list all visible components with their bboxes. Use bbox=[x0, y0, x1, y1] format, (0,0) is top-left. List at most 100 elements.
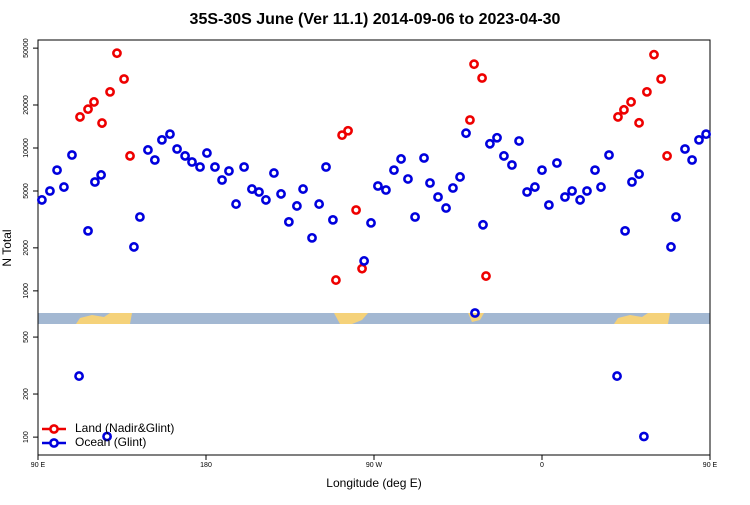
point bbox=[195, 162, 205, 172]
point bbox=[389, 165, 399, 176]
point bbox=[687, 155, 697, 165]
point bbox=[314, 199, 325, 209]
point bbox=[37, 195, 47, 205]
point bbox=[381, 185, 391, 195]
point bbox=[419, 153, 429, 163]
point bbox=[514, 136, 524, 146]
point bbox=[544, 200, 554, 210]
point bbox=[425, 178, 435, 188]
point bbox=[701, 129, 711, 140]
point bbox=[359, 256, 370, 266]
point bbox=[671, 212, 681, 222]
y-tick-label: 50000 bbox=[23, 38, 30, 58]
point bbox=[537, 165, 547, 176]
point bbox=[239, 162, 249, 172]
point bbox=[67, 150, 77, 160]
point bbox=[97, 118, 107, 128]
point bbox=[590, 165, 600, 176]
y-axis-label: N Total bbox=[0, 229, 14, 266]
point bbox=[298, 184, 308, 194]
x-tick-label: 90 E bbox=[31, 462, 46, 469]
x-tick-label: 0 bbox=[540, 462, 544, 469]
point bbox=[582, 186, 592, 196]
point bbox=[119, 74, 129, 84]
point bbox=[165, 129, 175, 140]
point bbox=[337, 130, 347, 141]
point bbox=[499, 151, 509, 161]
point bbox=[552, 158, 562, 168]
point bbox=[135, 212, 145, 222]
y-tick-label: 200 bbox=[23, 388, 30, 400]
point bbox=[172, 144, 182, 154]
point bbox=[477, 73, 487, 83]
point bbox=[343, 125, 353, 136]
land-shape bbox=[76, 313, 132, 324]
point bbox=[180, 151, 190, 161]
point bbox=[231, 199, 241, 209]
point bbox=[210, 162, 220, 172]
legend-label: Ocean (Glint) bbox=[75, 435, 146, 449]
point bbox=[465, 115, 475, 125]
point bbox=[680, 144, 690, 154]
point bbox=[530, 182, 540, 192]
point bbox=[292, 201, 302, 211]
point bbox=[522, 187, 532, 197]
point bbox=[649, 49, 659, 60]
point bbox=[662, 151, 672, 161]
point bbox=[485, 138, 495, 149]
point bbox=[366, 218, 376, 228]
point bbox=[105, 86, 115, 97]
point bbox=[202, 148, 212, 158]
legend-label: Land (Nadir&Glint) bbox=[75, 421, 174, 435]
y-tick-label: 10000 bbox=[23, 138, 30, 158]
point bbox=[656, 74, 666, 84]
point bbox=[448, 183, 458, 193]
point bbox=[112, 48, 122, 59]
chart-title: 35S-30S June (Ver 11.1) 2014-09-06 to 20… bbox=[190, 11, 561, 28]
point bbox=[694, 134, 704, 145]
point bbox=[89, 97, 99, 107]
point bbox=[492, 132, 502, 143]
point bbox=[102, 431, 112, 442]
point bbox=[634, 169, 644, 180]
point bbox=[642, 86, 652, 97]
point bbox=[403, 174, 413, 184]
x-tick-label: 90 W bbox=[366, 462, 383, 469]
point bbox=[469, 59, 479, 70]
point bbox=[470, 308, 480, 318]
legend-marker bbox=[49, 438, 59, 448]
point bbox=[481, 271, 491, 281]
point bbox=[507, 160, 517, 170]
x-tick-label: 90 E bbox=[703, 462, 718, 469]
point bbox=[45, 186, 55, 196]
point bbox=[461, 128, 471, 139]
point bbox=[357, 263, 367, 274]
point bbox=[59, 182, 69, 192]
point bbox=[83, 104, 93, 115]
point bbox=[560, 192, 570, 202]
land-shape bbox=[614, 313, 670, 324]
point bbox=[157, 134, 167, 145]
point bbox=[666, 242, 676, 252]
point bbox=[74, 371, 84, 381]
point bbox=[52, 165, 62, 176]
point bbox=[627, 177, 637, 187]
point bbox=[187, 157, 197, 167]
point bbox=[90, 177, 100, 187]
point bbox=[96, 170, 106, 180]
land-shape bbox=[334, 313, 368, 324]
point bbox=[596, 182, 606, 192]
x-tick-label: 180 bbox=[200, 462, 212, 469]
y-tick-label: 5000 bbox=[23, 183, 30, 199]
point bbox=[410, 212, 420, 222]
point bbox=[143, 145, 153, 155]
ocean-strip bbox=[38, 313, 710, 324]
point bbox=[373, 181, 383, 191]
point bbox=[307, 232, 317, 243]
point bbox=[331, 275, 341, 285]
point bbox=[620, 225, 630, 236]
point bbox=[612, 371, 622, 381]
point bbox=[321, 162, 331, 172]
point bbox=[224, 166, 234, 176]
